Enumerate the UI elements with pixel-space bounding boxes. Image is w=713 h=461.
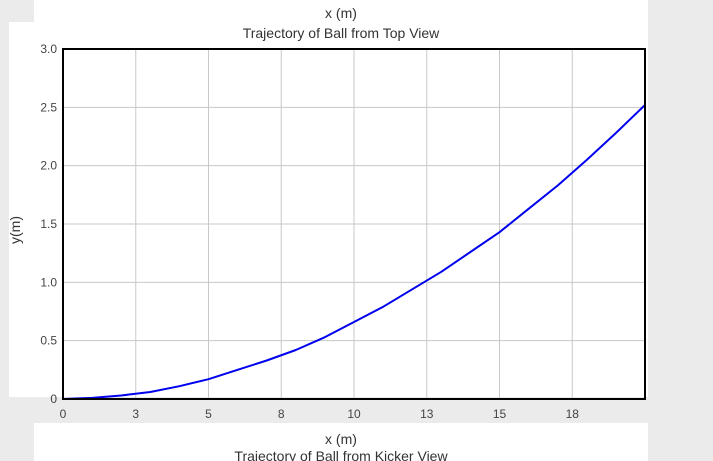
series-layer xyxy=(62,104,646,400)
plot-border xyxy=(62,48,646,400)
chart-title: Trajectory of Ball from Top View xyxy=(243,25,440,41)
trajectory-line xyxy=(62,104,646,400)
y-tick-label: 1.5 xyxy=(40,217,57,231)
x-tick-label: 5 xyxy=(205,407,212,421)
x-tick-label: 18 xyxy=(566,407,580,421)
y-tick-label: 2.0 xyxy=(40,159,57,173)
y-tick-label: 0 xyxy=(50,392,57,406)
tick-labels: 0 3 5 8 10 13 15 18 0 0.5 1.0 1.5 2.0 2.5 3.0 xyxy=(40,42,579,421)
top-x-axis-label: x (m) xyxy=(325,5,357,21)
x-tick-label: 15 xyxy=(493,407,507,421)
next-chart-title: Trajectory of Ball from Kicker View xyxy=(234,448,448,461)
x-tick-label: 3 xyxy=(132,407,139,421)
x-tick-label: 13 xyxy=(420,407,434,421)
y-tick-label: 1.0 xyxy=(40,275,57,289)
x-tick-label: 10 xyxy=(347,407,361,421)
x-tick-label: 8 xyxy=(278,407,285,421)
top-panel xyxy=(34,0,648,22)
bottom-x-axis-label: x (m) xyxy=(325,431,357,447)
y-tick-label: 2.5 xyxy=(40,100,57,114)
x-tick-label: 0 xyxy=(60,407,67,421)
next-chart-panel xyxy=(34,423,648,461)
grid xyxy=(63,49,645,399)
y-tick-label: 3.0 xyxy=(40,42,57,56)
y-tick-label: 0.5 xyxy=(40,334,57,348)
y-axis-label: y(m) xyxy=(7,216,23,244)
